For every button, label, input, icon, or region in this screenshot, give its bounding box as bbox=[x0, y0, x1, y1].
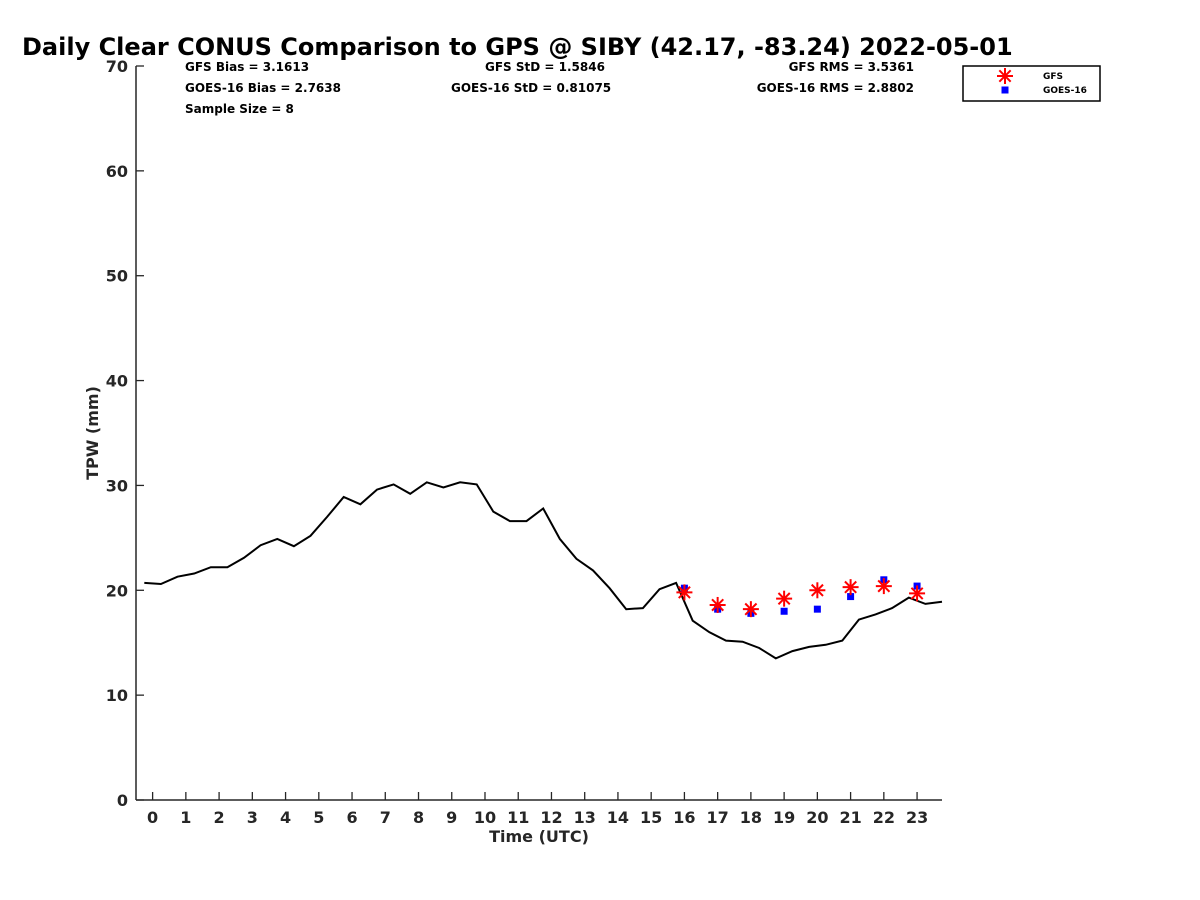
y-tick-label: 10 bbox=[106, 686, 128, 705]
stats-block: GFS Bias = 3.1613 GOES-16 Bias = 2.7638 … bbox=[185, 60, 914, 116]
y-axis-ticks: 0 10 20 30 40 50 60 70 bbox=[106, 57, 144, 810]
gps-tpw-line bbox=[144, 481, 943, 660]
y-tick-label: 70 bbox=[106, 57, 128, 76]
x-tick-label: 15 bbox=[640, 808, 662, 827]
asterisk-stroke bbox=[810, 583, 824, 597]
x-tick-label: 8 bbox=[413, 808, 424, 827]
x-axis-ticks: 0 1 2 3 4 5 6 7 8 9 10 11 12 13 14 15 16 17 18 19 20 21 22 23 bbox=[147, 792, 928, 827]
chart-title: Daily Clear CONUS Comparison to GPS @ SI… bbox=[22, 33, 1013, 61]
goes-bias-stat: GOES-16 Bias = 2.7638 bbox=[185, 81, 341, 95]
gfs-point bbox=[875, 578, 892, 595]
gfs-rms-stat: GFS RMS = 3.5361 bbox=[789, 60, 914, 74]
x-tick-label: 23 bbox=[906, 808, 928, 827]
x-tick-label: 2 bbox=[214, 808, 225, 827]
legend-gfs-asterisk bbox=[997, 68, 1013, 84]
goes-std-stat: GOES-16 StD = 0.81075 bbox=[451, 81, 611, 95]
x-tick-label: 19 bbox=[773, 808, 795, 827]
y-tick-label: 50 bbox=[106, 267, 128, 286]
legend-box bbox=[962, 65, 1101, 102]
legend-gfs-asterisk-marker bbox=[997, 68, 1013, 84]
asterisk-stroke bbox=[877, 579, 891, 593]
gfs-std-stat: GFS StD = 1.5846 bbox=[485, 60, 605, 74]
plot-area bbox=[144, 481, 943, 660]
y-tick-label: 0 bbox=[117, 791, 128, 810]
legend-goes-label: GOES-16 bbox=[1043, 86, 1087, 96]
x-tick-label: 12 bbox=[540, 808, 562, 827]
x-tick-label: 3 bbox=[247, 808, 258, 827]
asterisk-stroke bbox=[844, 580, 857, 594]
legend-goes-square-marker bbox=[1001, 86, 1009, 94]
x-tick-label: 9 bbox=[446, 808, 457, 827]
y-axis-label: TPW (mm) bbox=[83, 386, 102, 480]
asterisk-stroke bbox=[678, 586, 691, 599]
gfs-point bbox=[809, 582, 826, 599]
goes16-point bbox=[813, 605, 821, 613]
asterisk-stroke bbox=[711, 598, 725, 612]
goes-rms-stat: GOES-16 RMS = 2.8802 bbox=[757, 81, 914, 95]
asterisk-stroke bbox=[744, 602, 758, 616]
y-tick-label: 30 bbox=[106, 476, 128, 495]
gfs-point bbox=[776, 590, 793, 607]
sample-size-stat: Sample Size = 8 bbox=[185, 102, 294, 116]
asterisk-stroke bbox=[910, 587, 924, 600]
x-tick-label: 5 bbox=[313, 808, 324, 827]
x-tick-label: 10 bbox=[474, 808, 496, 827]
legend-gfs-label: GFS bbox=[1043, 72, 1063, 82]
y-tick-label: 40 bbox=[106, 372, 128, 391]
gfs-point bbox=[909, 585, 926, 602]
x-tick-label: 14 bbox=[607, 808, 629, 827]
legend: GFS GOES-16 bbox=[962, 65, 1101, 102]
x-tick-label: 4 bbox=[280, 808, 291, 827]
goes16-point bbox=[780, 607, 788, 615]
axes bbox=[135, 66, 942, 801]
y-tick-label: 60 bbox=[106, 162, 128, 181]
gfs-point bbox=[842, 579, 859, 596]
goes16-point bbox=[847, 593, 855, 601]
x-tick-label: 22 bbox=[873, 808, 895, 827]
gfs-point bbox=[676, 584, 693, 601]
legend-goes-square bbox=[1001, 86, 1009, 94]
gfs-bias-stat: GFS Bias = 3.1613 bbox=[185, 60, 309, 74]
gfs-point bbox=[709, 596, 726, 613]
gfs-point bbox=[742, 601, 759, 618]
x-tick-label: 7 bbox=[380, 808, 391, 827]
x-tick-label: 16 bbox=[673, 808, 695, 827]
x-tick-label: 17 bbox=[707, 808, 729, 827]
asterisk-stroke bbox=[998, 69, 1012, 83]
asterisk-stroke bbox=[777, 592, 791, 606]
x-tick-label: 18 bbox=[740, 808, 762, 827]
x-tick-label: 13 bbox=[574, 808, 596, 827]
x-tick-label: 21 bbox=[839, 808, 861, 827]
x-tick-label: 20 bbox=[806, 808, 828, 827]
y-tick-label: 20 bbox=[106, 581, 128, 600]
x-tick-label: 1 bbox=[180, 808, 191, 827]
x-tick-label: 11 bbox=[507, 808, 529, 827]
x-tick-label: 0 bbox=[147, 808, 158, 827]
x-tick-label: 6 bbox=[346, 808, 357, 827]
x-axis-label: Time (UTC) bbox=[489, 827, 589, 846]
